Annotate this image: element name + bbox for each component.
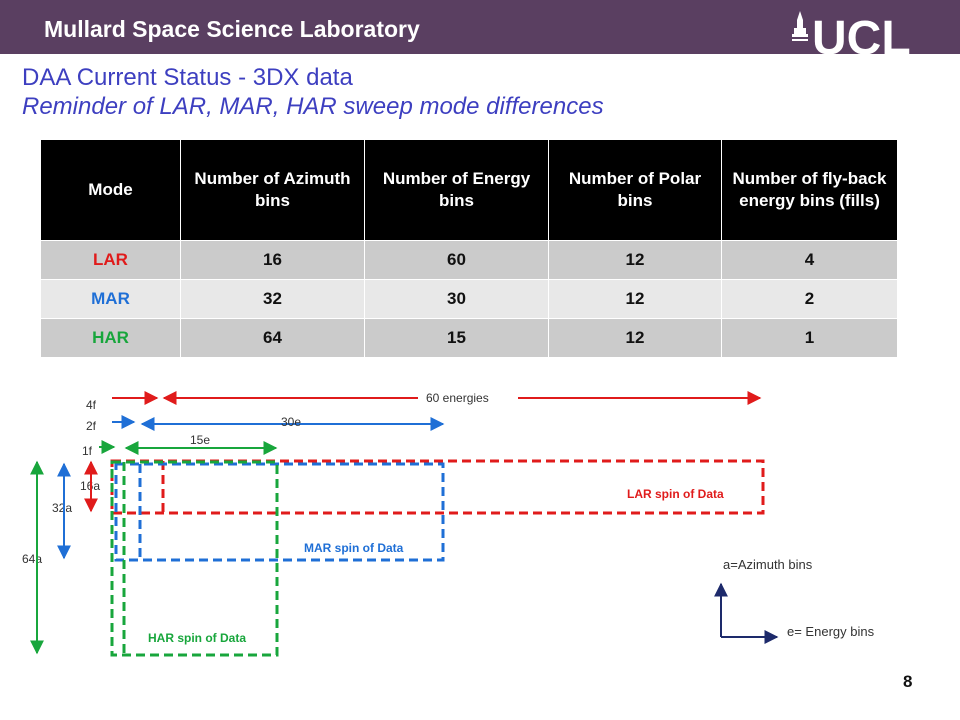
header-azimuth-bins: Number of Azimuth bins: [180, 139, 365, 241]
label-1f: 1f: [82, 444, 93, 458]
mode-cell: MAR: [40, 279, 181, 319]
table-row: MAR 32 30 12 2: [40, 279, 898, 319]
sweep-diagram: 4f 2f 1f 60 energies 30e 15e 16a 32a 64a…: [22, 388, 875, 657]
table-row: LAR 16 60 12 4: [40, 240, 898, 280]
header-energy-bins: Number of Energy bins: [364, 139, 549, 241]
page-number: 8: [903, 672, 913, 691]
label-2f: 2f: [86, 419, 97, 433]
mode-cell: HAR: [40, 318, 181, 358]
har-spin-rect: [110, 460, 279, 657]
fills-cell: 1: [721, 318, 898, 358]
label-32a: 32a: [52, 501, 72, 515]
label-60-energies: 60 energies: [426, 391, 489, 405]
polar-cell: 12: [548, 279, 722, 319]
table-row: HAR 64 15 12 1: [40, 318, 898, 358]
fills-cell: 2: [721, 279, 898, 319]
lab-name: Mullard Space Science Laboratory: [44, 16, 420, 42]
fills-cell: 4: [721, 240, 898, 280]
azimuth-cell: 16: [180, 240, 365, 280]
header-polar-bins: Number of Polar bins: [548, 139, 722, 241]
polar-cell: 12: [548, 240, 722, 280]
ucl-logo-text: UCL: [812, 12, 911, 58]
polar-cell: 12: [548, 318, 722, 358]
azimuth-cell: 32: [180, 279, 365, 319]
header-bar: Mullard Space Science Laboratory UCL: [0, 0, 960, 58]
page-subtitle: Reminder of LAR, MAR, HAR sweep mode dif…: [22, 93, 604, 120]
header-mode: Mode: [40, 139, 181, 241]
label-lar-spin: LAR spin of Data: [627, 487, 724, 501]
label-64a: 64a: [22, 552, 42, 566]
mar-spin-rect: [114, 462, 445, 562]
table-header-row: Mode Number of Azimuth bins Number of En…: [40, 139, 898, 241]
legend-energy: e= Energy bins: [787, 624, 875, 639]
energy-cell: 15: [364, 318, 549, 358]
azimuth-cell: 64: [180, 318, 365, 358]
label-mar-spin: MAR spin of Data: [304, 541, 404, 555]
mode-cell: LAR: [40, 240, 181, 280]
label-15e: 15e: [190, 433, 210, 447]
energy-cell: 60: [364, 240, 549, 280]
label-har-spin: HAR spin of Data: [148, 631, 246, 645]
sweep-mode-table: Mode Number of Azimuth bins Number of En…: [40, 139, 898, 358]
page-title: DAA Current Status - 3DX data: [22, 64, 353, 91]
energy-cell: 30: [364, 279, 549, 319]
label-bg: [418, 388, 518, 406]
ucl-logo: UCL: [792, 11, 911, 58]
header-flyback-bins: Number of fly-back energy bins (fills): [721, 139, 898, 241]
label-30e: 30e: [281, 415, 301, 429]
label-4f: 4f: [86, 398, 97, 412]
legend-azimuth: a=Azimuth bins: [723, 557, 813, 572]
